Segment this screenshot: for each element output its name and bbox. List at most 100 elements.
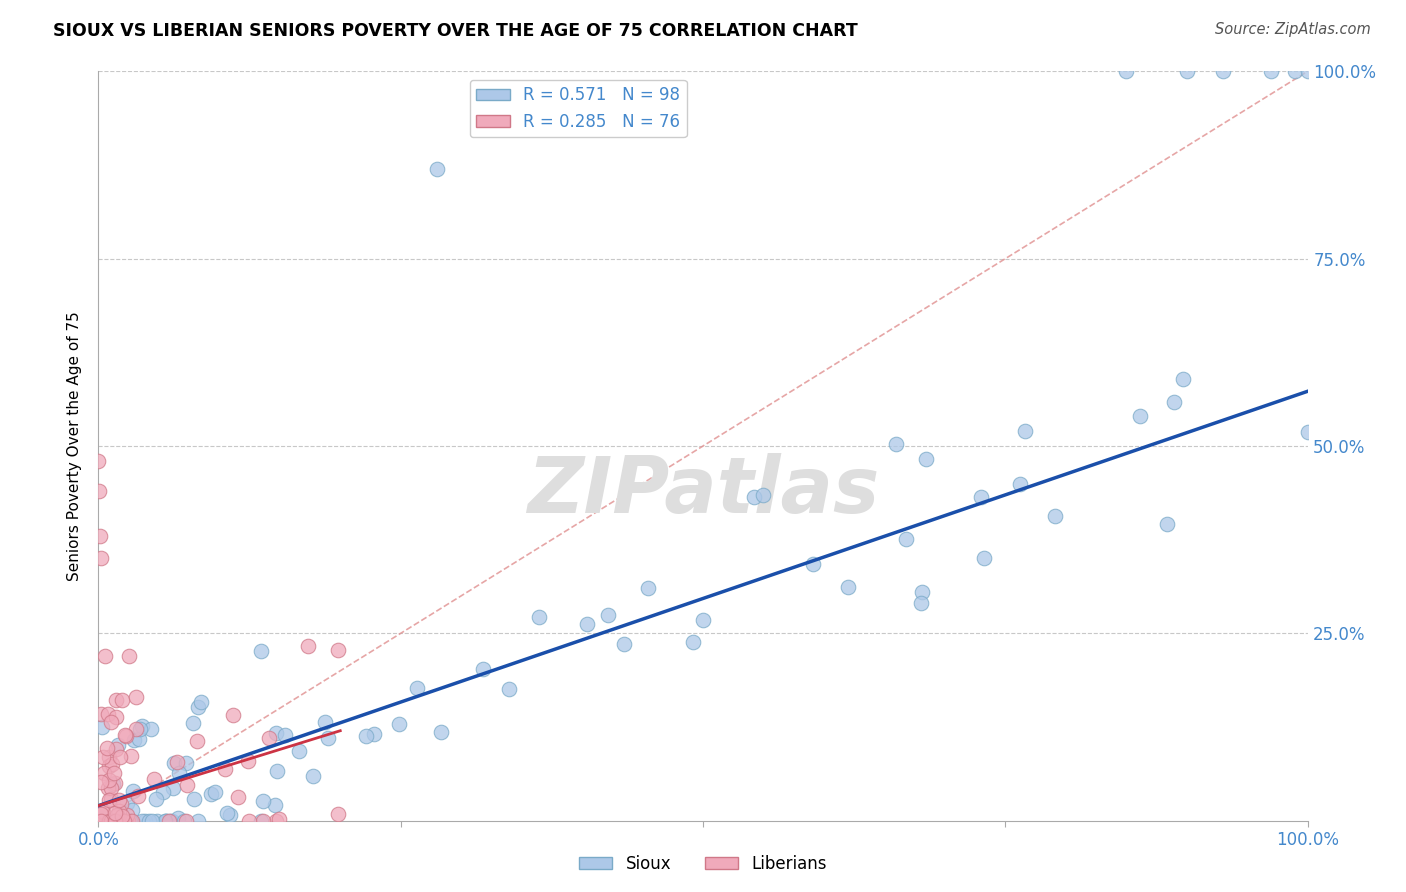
Point [426,161,449,176]
Point [259,731,281,745]
Point [87,483,110,498]
Point [160,814,183,828]
Y-axis label: Seniors Poverty Over the Age of 75: Seniors Poverty Over the Age of 75 [67,311,83,581]
Point [90,806,112,821]
Point [131,814,153,828]
Point [114,814,136,828]
Point [90,775,112,789]
Point [97,707,120,722]
Point [314,715,336,730]
Point [122,732,145,747]
Point [103,765,125,780]
Point [363,727,385,741]
Point [105,710,128,724]
Point [90,706,112,721]
Point [326,806,349,821]
Point [98,773,121,788]
Point [104,814,127,828]
Point [742,491,765,505]
Point [128,722,150,736]
Point [252,814,274,828]
Point [613,637,636,651]
Point [100,780,122,795]
Point [264,726,287,740]
Point [1129,409,1152,424]
Point [128,732,150,747]
Point [174,814,197,828]
Point [105,692,128,706]
Point [1212,64,1234,78]
Point [405,681,427,696]
Point [146,814,169,828]
Point [214,762,236,776]
Point [114,728,136,742]
Point [110,797,132,812]
Point [250,814,273,828]
Point [101,814,124,828]
Point [90,804,112,818]
Point [274,728,297,742]
Point [637,582,659,596]
Point [111,809,134,823]
Point [155,814,177,828]
Point [236,755,259,769]
Point [100,791,122,805]
Point [388,717,411,731]
Point [138,814,160,828]
Point [103,814,125,828]
Point [108,793,131,807]
Point [884,436,907,450]
Point [89,814,111,828]
Point [90,814,112,828]
Point [1043,509,1066,524]
Point [115,796,138,810]
Point [121,814,143,828]
Point [1296,425,1319,439]
Point [356,729,378,743]
Point [263,797,285,812]
Point [297,639,319,653]
Point [90,551,112,566]
Point [162,780,184,795]
Point [181,715,204,730]
Point [120,748,142,763]
Point [598,607,620,622]
Point [837,580,859,594]
Point [1156,516,1178,531]
Point [801,558,824,572]
Point [134,814,156,828]
Point [1008,477,1031,491]
Point [145,792,167,806]
Point [107,739,129,753]
Point [155,814,177,828]
Point [264,814,287,828]
Point [166,755,188,769]
Point [915,451,938,466]
Point [1175,64,1198,78]
Point [110,814,132,828]
Point [187,814,209,828]
Point [430,724,453,739]
Point [204,785,226,799]
Point [167,811,190,825]
Point [98,793,121,807]
Point [301,769,323,783]
Point [98,750,121,764]
Point [1296,64,1319,78]
Point [1115,64,1137,78]
Point [173,814,195,828]
Point [115,729,138,743]
Point [238,814,260,828]
Point [250,644,273,658]
Point [167,766,190,780]
Point [118,648,141,663]
Point [527,610,550,624]
Point [101,776,124,790]
Point [104,805,127,820]
Point [114,814,136,828]
Point [91,814,114,828]
Point [187,700,209,714]
Point [97,814,120,828]
Point [118,814,141,828]
Point [93,766,115,780]
